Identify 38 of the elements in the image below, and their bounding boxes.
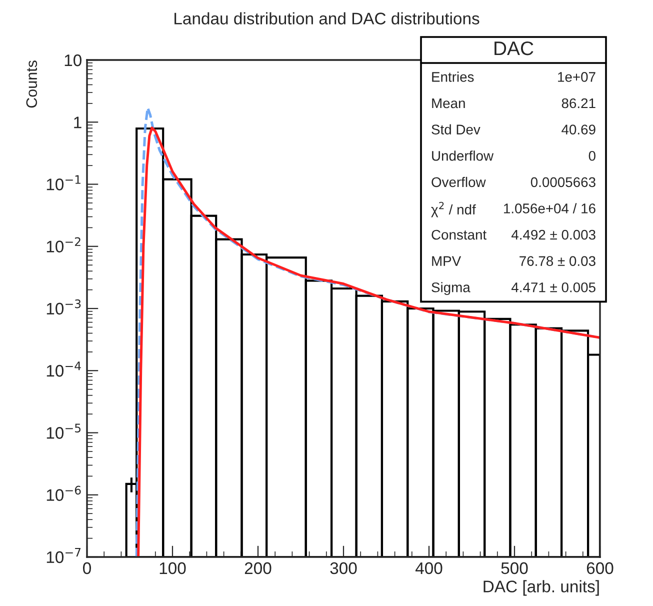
chart-title: Landau distribution and DAC distributions [174,12,480,24]
annotation: Sigma [432,282,470,296]
y-tick-label: 10$^{−4}$ [46,362,81,377]
y-tick-label: 10$^{−5}$ [46,424,81,439]
annotation: 4.492 ± 0.003 [511,230,596,240]
annotation: Std Dev [432,124,480,134]
x-tick-label: 100 [160,562,186,574]
annotation: 1e+07 [558,72,596,82]
y-tick-label: 10$^{−6}$ [46,486,81,501]
annotation: MPV [432,256,462,266]
annotation: 0 [588,150,596,161]
y-tick-label: 1 [74,116,82,128]
y-tick-label: 10$^{−1}$ [46,175,80,190]
x-tick-label: 600 [586,562,614,574]
y-tick-label: 10$^{−2}$ [46,237,80,252]
y-tick-label: 10$^{−7}$ [46,548,81,564]
annotation: 0.0005663 [530,177,596,188]
x-tick-label: 400 [415,562,442,574]
annotation: 76.78 ± 0.03 [520,256,596,266]
annotation: 4.471 ± 0.005 [511,282,596,292]
x-axis-title: DAC [arb. units] [484,580,599,596]
x-tick-label: 200 [244,562,272,574]
annotation: 1.056e+04 / 16 [504,203,596,214]
annotation: Overflow [432,176,486,188]
x-tick-label: 0 [83,562,91,574]
x-tick-label: 300 [330,562,357,574]
annotation: 40.69 [562,124,596,134]
annotation: χ$^{2}$ / ndf [431,202,476,218]
text: DAC [494,41,534,56]
annotation: Constant [432,230,486,240]
annotation: 86.21 [562,98,596,108]
y-tick-label: 10$^{−3}$ [46,299,81,315]
y-axis-title: Counts [26,60,38,108]
x-tick-label: 500 [501,562,528,574]
annotation: Entries [432,72,474,82]
y-tick-label: 10 [64,54,82,66]
annotation: Underflow [432,150,494,161]
annotation: Mean [432,98,465,108]
